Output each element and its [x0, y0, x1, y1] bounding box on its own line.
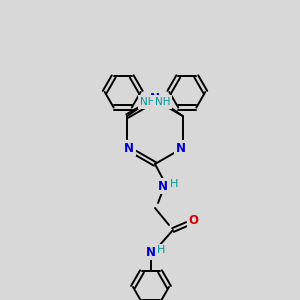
Text: N: N [158, 179, 168, 193]
Text: H: H [157, 245, 165, 255]
Text: H: H [170, 179, 178, 189]
Text: N: N [176, 142, 186, 154]
Text: NH: NH [155, 97, 170, 107]
Text: N: N [150, 92, 160, 106]
Text: N: N [146, 245, 156, 259]
Text: NH: NH [140, 97, 155, 107]
Text: N: N [124, 142, 134, 154]
Text: O: O [188, 214, 198, 227]
